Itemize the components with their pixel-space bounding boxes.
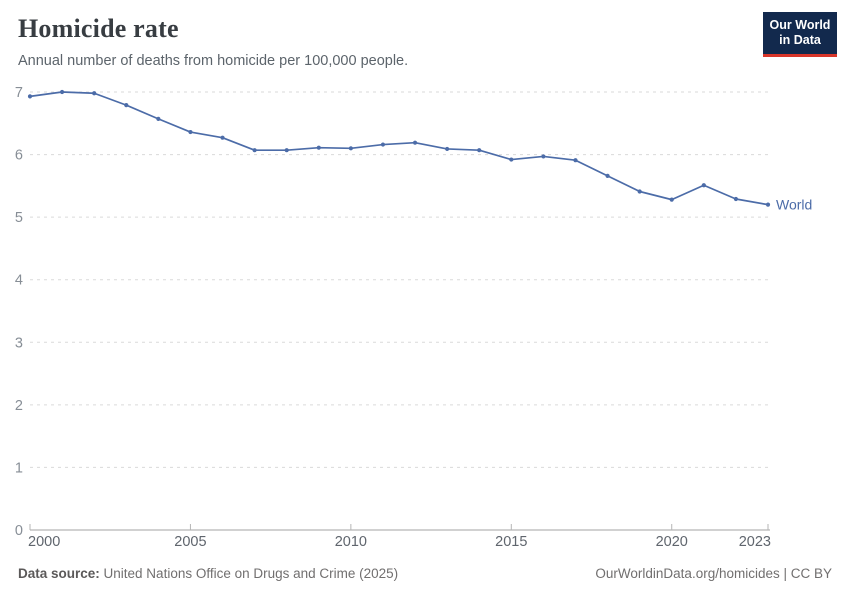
x-axis-label: 2015 bbox=[495, 534, 527, 550]
series-end-label[interactable]: World bbox=[776, 197, 812, 213]
data-point[interactable] bbox=[637, 189, 642, 194]
chart-subtitle: Annual number of deaths from homicide pe… bbox=[18, 53, 409, 69]
y-axis-label: 6 bbox=[15, 148, 23, 164]
y-axis-label: 2 bbox=[15, 398, 23, 414]
owid-logo-line1: Our World bbox=[769, 18, 831, 32]
chart-line[interactable] bbox=[29, 91, 769, 206]
owid-url-link[interactable]: OurWorldinData.org/homicides | CC BY bbox=[595, 566, 832, 581]
data-point[interactable] bbox=[156, 116, 161, 122]
data-point[interactable] bbox=[573, 158, 578, 163]
page-title: Homicide rate bbox=[18, 14, 179, 43]
x-axis-label: 2010 bbox=[335, 534, 367, 550]
owid-logo[interactable]: Our World in Data bbox=[763, 12, 837, 57]
data-point[interactable] bbox=[701, 183, 706, 188]
data-point[interactable] bbox=[380, 142, 386, 147]
data-point[interactable] bbox=[316, 145, 321, 150]
y-axis-label: 0 bbox=[15, 523, 23, 539]
y-axis-label: 3 bbox=[15, 335, 23, 351]
data-point[interactable] bbox=[284, 148, 289, 153]
x-axis-label: 2020 bbox=[656, 534, 688, 550]
data-point[interactable] bbox=[188, 129, 193, 135]
line-chart[interactable]: 0 1 2 3 4 5 6 7 2000 2005 2010 2015 2020 2023 World bbox=[0, 75, 850, 560]
x-axis-label: 2000 bbox=[28, 534, 60, 550]
y-axis-label: 1 bbox=[15, 460, 23, 476]
chart-header: Homicide rate Annual number of deaths fr… bbox=[18, 14, 740, 69]
data-point[interactable] bbox=[477, 148, 482, 153]
data-point[interactable] bbox=[765, 202, 771, 207]
data-point[interactable] bbox=[92, 91, 97, 96]
data-source: Data source: United Nations Office on Dr… bbox=[18, 566, 398, 581]
owid-logo-line2: in Data bbox=[779, 33, 821, 48]
data-point[interactable] bbox=[445, 146, 450, 152]
data-source-text: United Nations Office on Drugs and Crime… bbox=[99, 566, 399, 581]
data-point[interactable] bbox=[733, 196, 739, 202]
data-point[interactable] bbox=[541, 154, 546, 159]
x-axis-label: 2023 bbox=[739, 534, 771, 550]
data-point[interactable] bbox=[605, 173, 610, 178]
data-point[interactable] bbox=[124, 103, 129, 108]
data-point[interactable] bbox=[220, 135, 225, 140]
data-point[interactable] bbox=[348, 146, 353, 151]
y-axis-label: 4 bbox=[15, 273, 23, 289]
chart-footer: Data source: United Nations Office on Dr… bbox=[18, 566, 832, 581]
y-axis-label: 7 bbox=[15, 85, 23, 101]
data-point[interactable] bbox=[59, 89, 65, 95]
data-point[interactable] bbox=[27, 94, 33, 99]
x-axis-label: 2005 bbox=[174, 534, 206, 550]
data-source-label: Data source: bbox=[18, 566, 100, 581]
data-point[interactable] bbox=[669, 197, 674, 202]
chart-svg[interactable]: 0 1 2 3 4 5 6 7 2000 2005 2010 2015 2020 2023 World bbox=[0, 75, 850, 560]
data-point[interactable] bbox=[252, 148, 257, 153]
y-axis-label: 5 bbox=[15, 210, 23, 226]
data-point[interactable] bbox=[509, 157, 514, 162]
data-point[interactable] bbox=[412, 140, 418, 145]
